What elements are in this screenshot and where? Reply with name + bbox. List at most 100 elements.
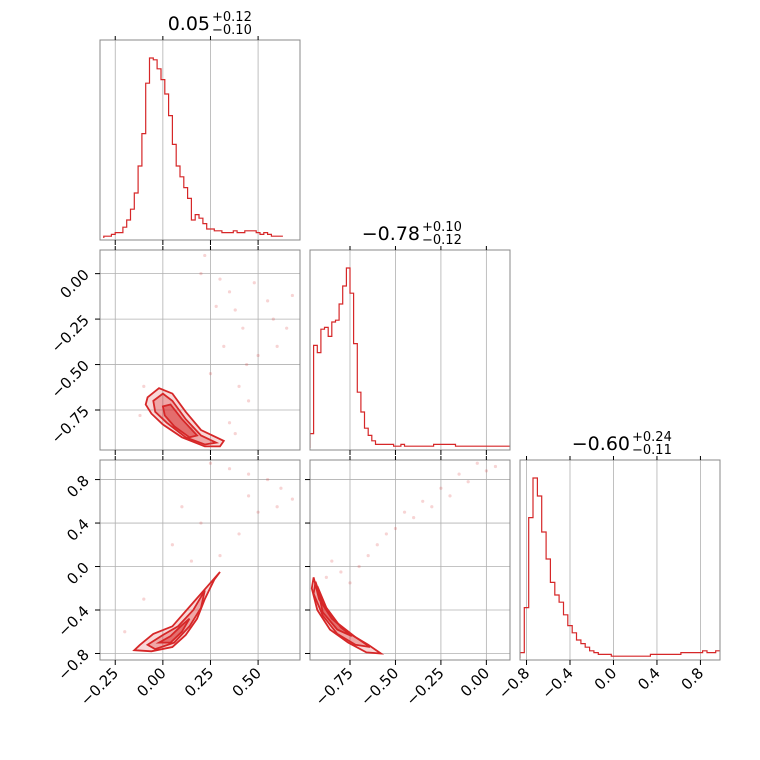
sample-point: [189, 559, 194, 563]
x-tick-label: −0.75: [312, 664, 357, 709]
sample-point: [271, 317, 275, 321]
panel-frame: [99, 39, 301, 241]
title-lower-error: −0.10: [212, 23, 252, 38]
sample-point: [324, 575, 328, 579]
sample-point: [430, 505, 434, 509]
sample-point: [227, 290, 232, 294]
title-upper-error: +0.24: [632, 430, 672, 445]
contour-level-1: [312, 581, 371, 648]
panel-title-1: −0.78 +0.10−0.12: [362, 220, 462, 248]
title-upper-error: +0.10: [422, 220, 462, 235]
sample-point: [252, 281, 256, 285]
histogram-0: [103, 57, 283, 238]
panel-frame: [519, 459, 721, 661]
histogram-1: [310, 267, 510, 448]
sample-point: [256, 510, 260, 514]
sample-point: [245, 362, 249, 367]
sample-point: [466, 480, 470, 484]
sample-point: [123, 630, 127, 634]
sample-point: [222, 344, 226, 348]
sample-point: [218, 554, 222, 558]
sample-point: [227, 467, 232, 471]
sample-point: [241, 326, 245, 330]
x-tick-label: 0.00: [133, 664, 169, 700]
sample-point: [457, 472, 461, 476]
sample-point: [266, 299, 270, 303]
sample-point: [412, 516, 416, 520]
y-tick-label: −0.8: [54, 646, 92, 684]
contour-level-2: [161, 403, 199, 439]
x-tick-label: −0.25: [403, 664, 448, 709]
sample-point: [439, 486, 443, 490]
contour-level-2: [316, 585, 353, 637]
sample-point: [448, 494, 452, 498]
contour-level-1: [152, 392, 220, 446]
title-lower-error: −0.12: [422, 233, 462, 248]
title-median: −0.60: [572, 433, 630, 455]
panel-1-1: [349, 250, 487, 450]
sample-point: [290, 293, 294, 298]
title-lower-error: −0.11: [632, 443, 672, 458]
sample-point: [275, 505, 279, 509]
x-tick-label: 0.8: [678, 664, 708, 694]
y-tick-label: 0.8: [63, 472, 93, 502]
sample-point: [285, 326, 289, 330]
panel-frame: [99, 249, 301, 451]
sample-point: [142, 384, 146, 388]
pair-2-1: [310, 461, 498, 655]
contour-level-0: [310, 577, 385, 655]
sample-point: [199, 521, 203, 525]
sample-point: [246, 494, 251, 498]
y-tick-label: −0.25: [48, 311, 93, 356]
sample-point: [375, 543, 379, 547]
sample-point: [218, 277, 222, 281]
y-tick-label: 0.00: [56, 266, 92, 302]
sample-point: [256, 353, 260, 358]
sample-point: [214, 304, 218, 308]
sample-point: [330, 559, 334, 563]
sample-point: [484, 469, 488, 473]
panel-1-0: [100, 250, 300, 450]
title-median: −0.78: [362, 223, 420, 245]
sample-point: [402, 510, 407, 514]
panel-2-2: [526, 460, 701, 660]
sample-point: [237, 532, 241, 536]
x-tick-label: 0.00: [457, 664, 493, 700]
panel-frame: [309, 249, 511, 451]
y-tick-label: 0.4: [63, 515, 93, 545]
y-tick-label: −0.4: [54, 602, 92, 640]
sample-point: [366, 554, 370, 558]
sample-point: [246, 399, 251, 403]
sample-point: [339, 570, 343, 574]
x-tick-label: 0.0: [591, 664, 621, 694]
sample-point: [275, 344, 279, 348]
sample-point: [138, 413, 142, 418]
sample-point: [227, 421, 232, 425]
panel-frame: [309, 459, 511, 661]
pair-2-0: [123, 461, 294, 653]
contour-level-0: [144, 387, 226, 448]
panel-2-1: [310, 460, 510, 660]
sample-point: [421, 499, 425, 503]
y-tick-label: 0.0: [63, 559, 93, 589]
sample-point: [384, 532, 388, 536]
sample-point: [266, 477, 270, 482]
sample-point: [357, 564, 361, 569]
contour-level-2: [155, 618, 191, 644]
panel-title-0: 0.05 +0.12−0.10: [168, 10, 252, 38]
panel-title-2: −0.60 +0.24−0.11: [572, 430, 672, 458]
pair-1-0: [138, 253, 294, 448]
title-upper-error: +0.12: [212, 10, 252, 25]
x-tick-label: 0.50: [229, 664, 265, 700]
panel-0-0: [114, 40, 259, 240]
sample-point: [203, 253, 207, 258]
x-tick-label: 0.4: [634, 664, 664, 694]
sample-point: [348, 581, 352, 585]
sample-point: [237, 384, 241, 388]
sample-point: [199, 272, 203, 276]
sample-point: [279, 486, 283, 490]
sample-point: [290, 497, 294, 501]
panel-frame: [99, 459, 301, 661]
